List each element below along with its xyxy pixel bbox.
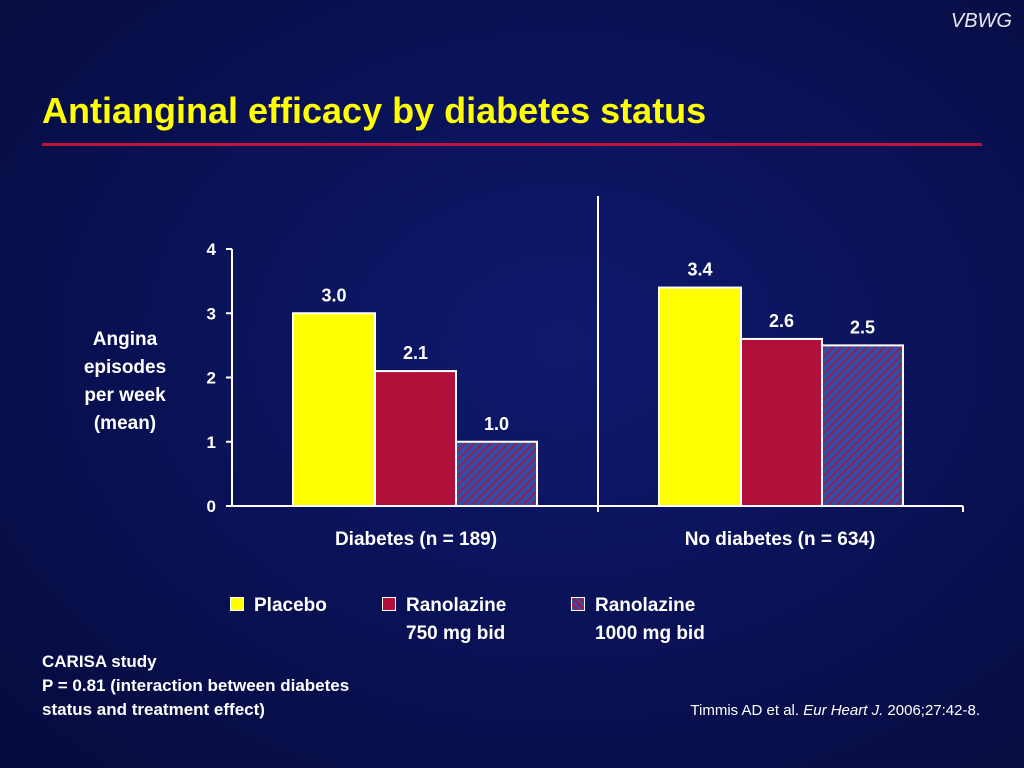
data-label: 3.4 xyxy=(687,260,712,280)
bar xyxy=(740,337,823,508)
footnote-line: CARISA study xyxy=(42,652,157,671)
citation: Timmis AD et al. Eur Heart J. 2006;27:42… xyxy=(690,702,980,719)
y-tick-label: 1 xyxy=(207,433,216,452)
legend-swatch-ranolazine-750 xyxy=(382,597,396,611)
y-tick-label: 0 xyxy=(207,497,216,516)
footnote-line: status and treatment effect) xyxy=(42,700,265,719)
y-axis-label-line: per week xyxy=(84,385,166,406)
y-axis-label: Angina episodes per week (mean) xyxy=(60,326,190,438)
brand-logo: VBWG xyxy=(950,10,1012,32)
y-axis-label-line: (mean) xyxy=(93,413,157,434)
legend-label: Ranolazine xyxy=(406,595,507,616)
data-label: 2.6 xyxy=(769,311,794,331)
bar xyxy=(658,286,742,507)
legend-label: Ranolazine xyxy=(595,595,696,616)
y-tick-label: 4 xyxy=(207,240,217,259)
legend-swatch-placebo xyxy=(230,597,244,611)
citation-details: 2006;27:42-8. xyxy=(883,702,980,719)
legend-label: Placebo xyxy=(254,595,327,616)
slide-title: Antianginal efficacy by diabetes status xyxy=(42,90,707,131)
footnote-line: P = 0.81 (interaction between diabetes xyxy=(42,676,350,695)
citation-authors: Timmis AD et al. xyxy=(690,702,804,719)
legend-label-dose: 1000 mg bid xyxy=(595,623,705,644)
data-label: 2.1 xyxy=(403,343,428,363)
legend-placebo: Placebo xyxy=(230,592,327,620)
data-label: 3.0 xyxy=(321,285,346,305)
data-label: 2.5 xyxy=(850,317,875,337)
y-tick-label: 3 xyxy=(207,304,216,323)
bar xyxy=(455,440,538,507)
y-axis-label-line: Angina xyxy=(92,329,158,350)
y-tick-label: 2 xyxy=(207,369,216,388)
legend-ranolazine-1000: Ranolazine 1000 mg bid xyxy=(571,592,705,648)
legend-swatch-ranolazine-1000 xyxy=(571,597,585,611)
study-footnote: CARISA study P = 0.81 (interaction betwe… xyxy=(42,650,349,722)
bar xyxy=(374,370,457,508)
y-axis-label-line: episodes xyxy=(83,357,167,378)
legend-label-dose: 750 mg bid xyxy=(406,623,506,644)
x-category-label: No diabetes (n = 634) xyxy=(685,529,876,550)
citation-journal: Eur Heart J. xyxy=(803,702,884,719)
data-label: 1.0 xyxy=(484,414,509,434)
title-divider xyxy=(42,143,982,146)
legend-ranolazine-750: Ranolazine 750 mg bid xyxy=(382,592,506,648)
x-category-label: Diabetes (n = 189) xyxy=(335,529,497,550)
bar xyxy=(821,344,904,507)
bar xyxy=(292,312,376,507)
